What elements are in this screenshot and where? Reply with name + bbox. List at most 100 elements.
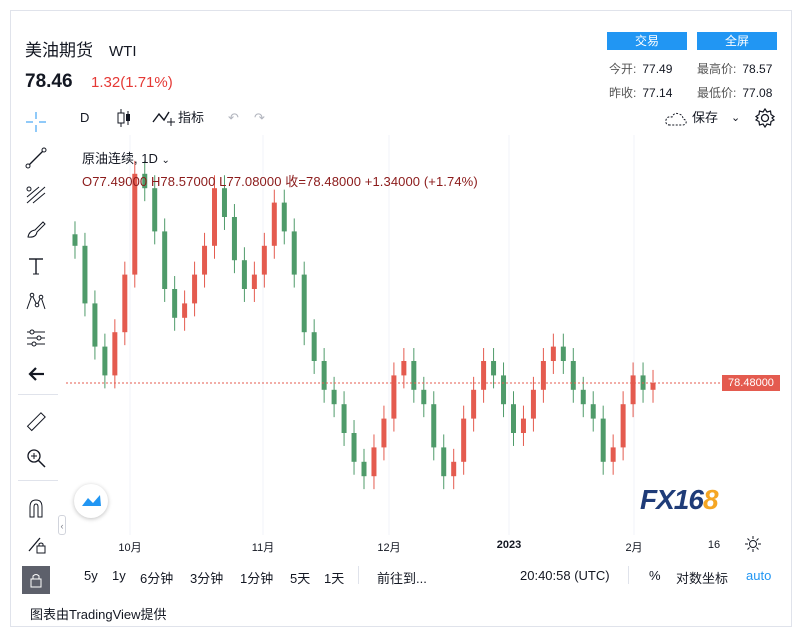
candle-body bbox=[221, 188, 227, 217]
log-scale-toggle[interactable]: 对数坐标 bbox=[676, 571, 729, 586]
candle-body bbox=[630, 375, 636, 405]
range-3min[interactable]: 3分钟 bbox=[190, 571, 224, 586]
chart-frame bbox=[10, 10, 792, 627]
price-change: 1.32(1.71%) bbox=[91, 74, 173, 91]
collapse-toolbar-handle[interactable]: ‹ bbox=[58, 515, 66, 535]
zoom-in-icon[interactable] bbox=[22, 444, 50, 472]
ohlc-readout: O77.49000 H78.57000 L77.08000 收=78.48000… bbox=[82, 174, 478, 189]
candle-body bbox=[471, 389, 477, 419]
range-6min[interactable]: 6分钟 bbox=[140, 571, 174, 586]
lock-pencil-icon[interactable] bbox=[22, 530, 50, 558]
cloud-icon[interactable] bbox=[664, 109, 688, 137]
fullscreen-button[interactable]: 全屏 bbox=[697, 32, 777, 50]
candle-body bbox=[491, 361, 497, 376]
candle-body bbox=[481, 361, 487, 390]
trend-line-icon[interactable] bbox=[22, 144, 50, 172]
candle-body bbox=[560, 346, 566, 361]
arrow-left-icon[interactable] bbox=[22, 360, 50, 388]
candle-body bbox=[461, 418, 467, 462]
redo-icon[interactable]: ↷ bbox=[254, 110, 265, 125]
candles-icon[interactable] bbox=[116, 108, 132, 136]
x-tick: 10月 bbox=[118, 542, 142, 554]
instrument-title: 美油期货 WTI bbox=[25, 36, 137, 61]
candle-body bbox=[371, 447, 377, 477]
prev-close-stat: 昨收: 77.14 bbox=[609, 86, 673, 100]
range-5d[interactable]: 5天 bbox=[290, 571, 311, 586]
low-stat: 最低价: 77.08 bbox=[697, 86, 773, 100]
bottom-toolbar: 5y 1y 6分钟 3分钟 1分钟 5天 1天 前往到... 20:40:58 … bbox=[66, 560, 780, 590]
candle-body bbox=[650, 382, 656, 390]
candle-body bbox=[142, 173, 148, 189]
candle-body bbox=[112, 332, 118, 376]
forecast-icon[interactable] bbox=[22, 324, 50, 352]
candle-body bbox=[311, 332, 317, 361]
range-1min[interactable]: 1分钟 bbox=[240, 571, 274, 586]
trade-button[interactable]: 交易 bbox=[607, 32, 687, 50]
auto-scale-toggle[interactable]: auto bbox=[746, 568, 772, 583]
chevron-down-icon[interactable]: ⌄ bbox=[731, 112, 741, 124]
candle-body bbox=[72, 234, 78, 246]
candle-body bbox=[122, 274, 128, 333]
range-1y[interactable]: 1y bbox=[112, 568, 126, 583]
candle-body bbox=[530, 389, 536, 419]
crosshair-icon[interactable] bbox=[22, 108, 50, 136]
x-tick: 2023 bbox=[496, 539, 522, 551]
candle-body bbox=[82, 245, 88, 304]
ruler-icon[interactable] bbox=[22, 408, 50, 436]
candle-body bbox=[301, 274, 307, 333]
high-stat: 最高价: 78.57 bbox=[697, 62, 773, 76]
indicators-icon[interactable] bbox=[152, 108, 176, 136]
candle-body bbox=[540, 361, 546, 390]
candle-body bbox=[391, 375, 397, 419]
interval-button[interactable]: D bbox=[80, 110, 90, 125]
candle-body bbox=[132, 173, 138, 275]
candlestick-chart[interactable] bbox=[66, 135, 720, 535]
tradingview-logo-button[interactable] bbox=[74, 484, 108, 518]
open-stat: 今开: 77.49 bbox=[609, 62, 673, 76]
indicators-button[interactable]: 指标 bbox=[178, 110, 205, 125]
x-tick: 11月 bbox=[251, 542, 275, 554]
range-5y[interactable]: 5y bbox=[84, 568, 98, 583]
candle-body bbox=[172, 289, 178, 318]
percent-toggle[interactable]: % bbox=[649, 568, 661, 583]
candle-body bbox=[431, 404, 437, 448]
candle-body bbox=[570, 361, 576, 390]
magnet-icon[interactable] bbox=[22, 494, 50, 522]
candle-body bbox=[381, 418, 387, 448]
axis-settings-icon[interactable] bbox=[744, 535, 762, 556]
last-price-tag: 78.48000 bbox=[722, 375, 780, 391]
undo-icon[interactable]: ↶ bbox=[228, 110, 239, 125]
candle-body bbox=[251, 274, 257, 289]
candle-body bbox=[92, 303, 98, 347]
fib-tool-icon[interactable] bbox=[22, 180, 50, 208]
instrument-symbol: WTI bbox=[109, 43, 137, 60]
goto-date-button[interactable]: 前往到... bbox=[377, 571, 427, 586]
clock-readout[interactable]: 20:40:58 (UTC) bbox=[520, 568, 610, 583]
candle-body bbox=[600, 418, 606, 462]
candle-body bbox=[610, 447, 616, 462]
candle-body bbox=[520, 418, 526, 433]
gear-icon[interactable] bbox=[754, 107, 776, 135]
x-axis[interactable]: 10月 11月 12月 2023 2月 16 bbox=[66, 535, 780, 555]
series-title[interactable]: 原油连续, 1D ⌄ bbox=[82, 151, 170, 166]
candle-body bbox=[351, 433, 357, 462]
last-price: 78.46 bbox=[25, 71, 73, 92]
candle-body bbox=[241, 260, 247, 289]
candle-body bbox=[331, 389, 337, 405]
candle-body bbox=[590, 404, 596, 419]
lock-icon[interactable] bbox=[22, 566, 50, 594]
x-tick: 16 bbox=[707, 539, 721, 551]
pattern-icon[interactable] bbox=[22, 288, 50, 316]
x-tick: 2月 bbox=[625, 542, 643, 554]
candle-body bbox=[421, 389, 427, 405]
candle-body bbox=[501, 375, 507, 405]
range-1d[interactable]: 1天 bbox=[324, 571, 345, 586]
candle-body bbox=[281, 202, 287, 232]
candle-body bbox=[162, 231, 168, 289]
fx168-watermark: FX168 bbox=[640, 484, 718, 515]
candle-body bbox=[182, 303, 188, 318]
text-icon[interactable] bbox=[22, 252, 50, 280]
brush-icon[interactable] bbox=[22, 216, 50, 244]
save-button[interactable]: 保存 bbox=[692, 110, 719, 125]
footer-credit: 图表由TradingView提供 bbox=[30, 607, 167, 622]
